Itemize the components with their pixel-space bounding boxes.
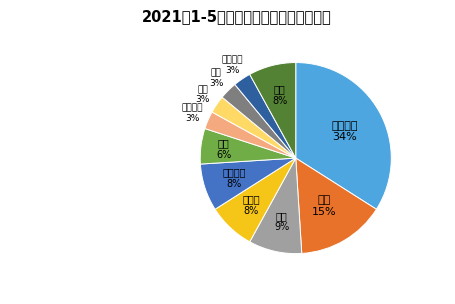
Wedge shape — [212, 97, 296, 158]
Text: 其他
8%: 其他 8% — [272, 84, 287, 106]
Text: 2021年1-5月中国进口钛矿前十国家对比: 2021年1-5月中国进口钛矿前十国家对比 — [142, 9, 332, 24]
Wedge shape — [250, 63, 296, 158]
Text: 肯尼亚
8%: 肯尼亚 8% — [243, 195, 260, 216]
Text: 印度
3%: 印度 3% — [209, 69, 223, 88]
Text: 挪威
9%: 挪威 9% — [274, 211, 289, 232]
Text: 韩国
3%: 韩国 3% — [195, 85, 210, 104]
Wedge shape — [200, 158, 296, 209]
Wedge shape — [215, 158, 296, 242]
Text: 塞内加尔
3%: 塞内加尔 3% — [222, 55, 243, 74]
Wedge shape — [205, 112, 296, 158]
Wedge shape — [296, 158, 376, 254]
Text: 越南
15%: 越南 15% — [312, 195, 336, 216]
Wedge shape — [200, 129, 296, 164]
Wedge shape — [296, 63, 391, 209]
Wedge shape — [222, 85, 296, 158]
Text: 莫桑比克
34%: 莫桑比克 34% — [331, 121, 358, 142]
Wedge shape — [250, 158, 302, 254]
Text: 斯里兰卡
3%: 斯里兰卡 3% — [182, 104, 203, 123]
Wedge shape — [235, 74, 296, 158]
Text: 南非
6%: 南非 6% — [216, 138, 231, 160]
Text: 澳大利亚
8%: 澳大利亚 8% — [222, 168, 246, 189]
